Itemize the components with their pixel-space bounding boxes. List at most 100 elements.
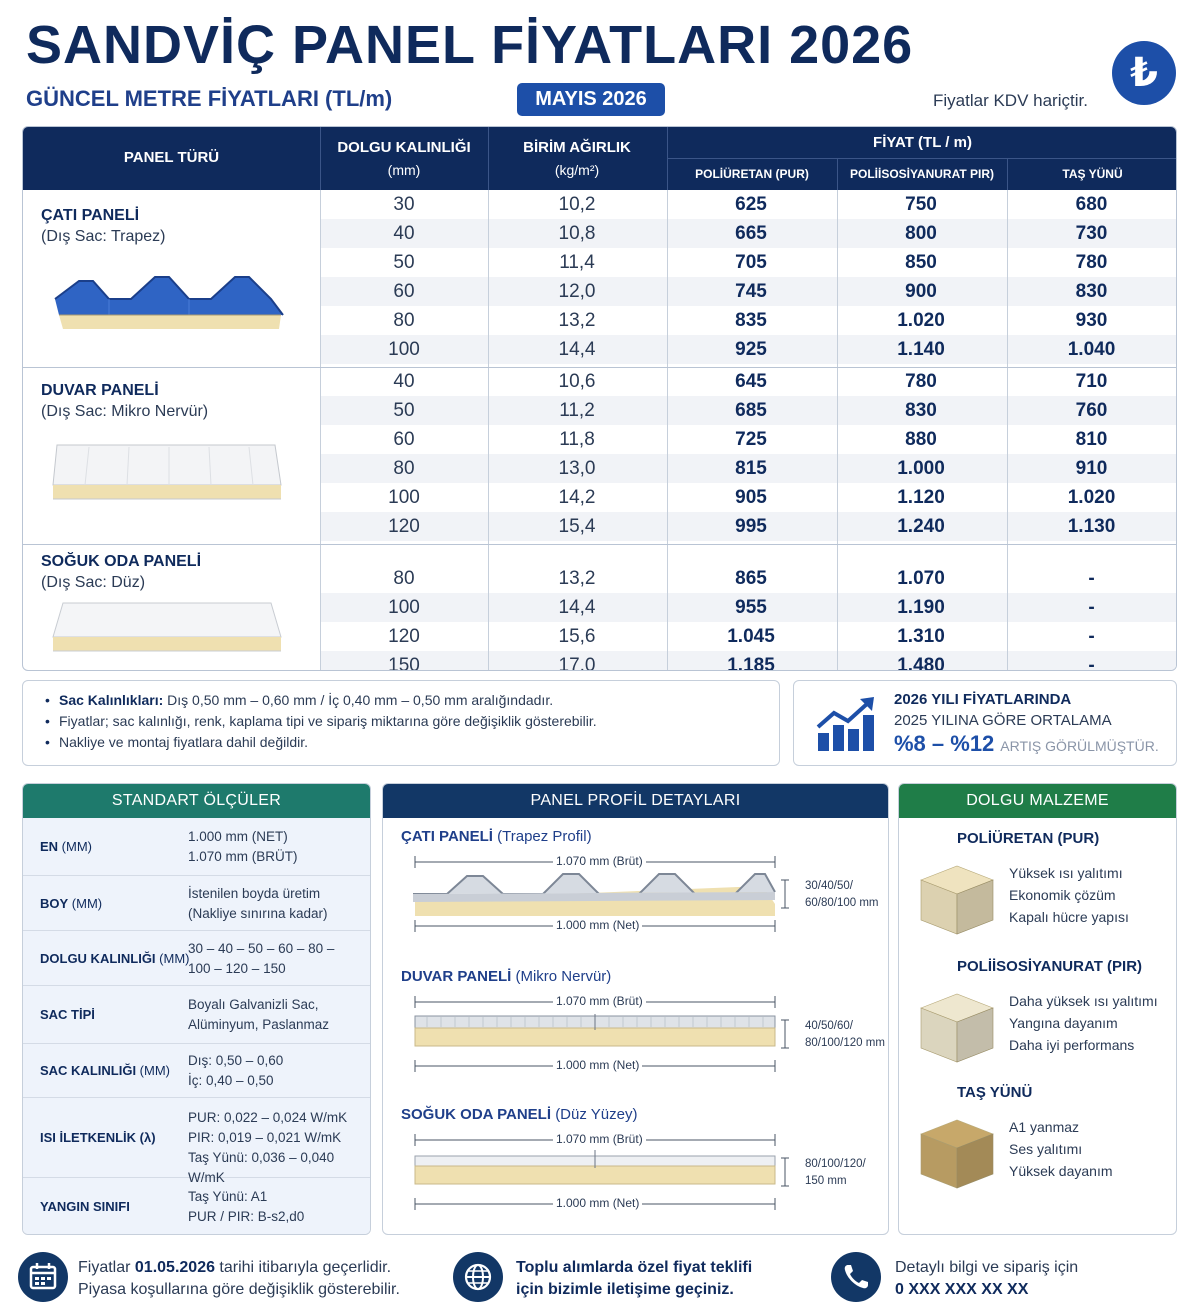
price-tas-cell: - (1088, 568, 1095, 589)
standards-box: STANDART ÖLÇÜLER EN (MM) 1.000 mm (NET) 1.… (22, 783, 371, 1235)
table-row: 100 14,2 905 1.120 1.020 (320, 483, 1176, 512)
standard-key-label: DOLGU KALINLIĞI (40, 950, 156, 966)
group-name: DUVAR PANELİ (41, 382, 159, 399)
trend-range: %8 – %12 ARTIŞ GÖRÜLMÜŞTÜR. (894, 731, 1159, 757)
standard-value: Taş Yünü: A1 PUR / PIR: B-s2,d0 (188, 1187, 304, 1227)
price-pir-cell: 900 (905, 281, 937, 302)
price-tas-cell: 830 (1075, 281, 1108, 302)
weight-cell: 12,0 (558, 281, 596, 302)
footer-text: tarihi itibarıyla geçerlidir. (214, 1259, 392, 1276)
price-tas-cell: 810 (1075, 429, 1108, 450)
price-pir-cell: 1.020 (897, 310, 945, 331)
table-row: 100 14,4 925 1.140 1.040 (320, 335, 1176, 364)
standard-key: SAC KALINLIĞI (MM) (40, 1063, 170, 1078)
materials-title: DOLGU MALZEME (899, 784, 1176, 818)
price-tas-cell: 1.040 (1067, 339, 1116, 360)
group-name: SOĞUK ODA PANELİ (41, 553, 202, 570)
standard-value-line: PIR: 0,019 – 0,021 W/mK (188, 1130, 342, 1145)
header-price: FİYAT (TL / m) (873, 134, 972, 151)
price-pur-cell: 955 (735, 597, 767, 618)
table-row: 60 12,0 745 900 830 (320, 277, 1176, 306)
price-tas-cell: 760 (1075, 400, 1108, 421)
footer-contact: Detaylı bilgi ve sipariş için 0 XXX XXX … (895, 1257, 1078, 1301)
table-row: 80 13,2 835 1.020 930 (320, 306, 1176, 335)
price-tas-cell: 730 (1075, 223, 1108, 244)
price-tas-cell: 930 (1075, 310, 1108, 331)
material-description: Yüksek ısı yalıtımı Ekonomik çözüm Kapalı … (1009, 862, 1129, 928)
month-badge: MAYIS 2026 (517, 83, 665, 116)
standard-value: 1.000 mm (NET) 1.070 mm (BRÜT) (188, 827, 298, 867)
phone-icon[interactable] (831, 1252, 881, 1302)
profile-gross-width: 1.070 mm (Brüt) (553, 854, 646, 868)
price-pir-cell: 1.240 (897, 516, 945, 537)
price-pur-cell: 925 (735, 339, 767, 360)
price-pir-cell: 1.120 (897, 487, 945, 508)
note-label: Sac Kalınlıkları: (59, 692, 164, 708)
price-pur-cell: 835 (735, 310, 767, 331)
weight-cell: 15,6 (558, 626, 596, 647)
cold-room-panel-image (52, 602, 282, 652)
profile-type: (Mikro Nervür) (515, 968, 612, 985)
weight-cell: 15,4 (558, 516, 596, 537)
standard-key-label: SAC TİPİ (40, 1007, 95, 1022)
group-label-wall: DUVAR PANELİ (Dış Sac: Mikro Nervür) (41, 380, 208, 422)
price-pur-cell: 745 (735, 281, 767, 302)
weight-cell: 10,6 (558, 371, 596, 392)
standard-value: İstenilen boyda üretim (Nakliye sınırına … (188, 884, 328, 924)
note-item: Nakliye ve montaj fiyatlara dahil değild… (45, 732, 779, 753)
calendar-icon (18, 1252, 68, 1302)
standard-value-line: Taş Yünü: A1 (188, 1189, 268, 1204)
standard-key: YANGIN SINIFI (40, 1199, 130, 1214)
standard-row: SAC KALINLIĞI (MM) Dış: 0,50 – 0,60 İç: 0,… (23, 1044, 370, 1098)
standard-row: BOY (MM) İstenilen boyda üretim (Nakliye s… (23, 876, 370, 931)
header-thickness-label: DOLGU KALINLIĞI (337, 139, 471, 156)
profile-gross-width: 1.070 mm (Brüt) (553, 1132, 646, 1146)
weight-cell: 11,2 (559, 400, 595, 421)
phone-number[interactable]: 0 XXX XXX XX XX (895, 1281, 1029, 1298)
weight-cell: 17,0 (558, 655, 596, 671)
standard-value: 30 – 40 – 50 – 60 – 80 – 100 – 120 – 150 (188, 939, 334, 979)
group-sub: (Dış Sac: Trapez) (41, 228, 166, 245)
header-thickness-unit: (mm) (387, 162, 421, 178)
price-tas-cell: 780 (1075, 252, 1108, 273)
standard-value-line: Dış: 0,50 – 0,60 (188, 1053, 284, 1068)
price-pir-cell: 850 (905, 252, 937, 273)
material-description: A1 yanmaz Ses yalıtımı Yüksek dayanım (1009, 1116, 1113, 1182)
thickness-cell: 80 (393, 310, 415, 331)
profile-thickness-line: 80/100/120/ (805, 1158, 866, 1170)
profile-thickness-line: 30/40/50/ (805, 880, 853, 892)
materials-box: DOLGU MALZEME POLİÜRETAN (PUR) Yüksek ısı… (898, 783, 1177, 1235)
standard-value-line: Alüminyum, Paslanmaz (188, 1017, 330, 1032)
profile-thickness-line: 60/80/100 mm (805, 897, 879, 909)
standard-key-unit: (MM) (155, 950, 190, 966)
standard-value: Dış: 0,50 – 0,60 İç: 0,40 – 0,50 (188, 1051, 283, 1091)
profile-gross-width: 1.070 mm (Brüt) (553, 994, 646, 1008)
material-feature: Daha yüksek ısı yalıtımı (1009, 993, 1158, 1009)
thickness-cell: 50 (393, 400, 415, 421)
price-tas-cell: - (1088, 597, 1095, 618)
material-feature: Yüksek dayanım (1009, 1163, 1113, 1179)
thickness-cell: 100 (388, 339, 420, 360)
standard-key: DOLGU KALINLIĞI (MM) (40, 951, 189, 966)
standard-value-line: İstenilen boyda üretim (188, 885, 321, 901)
profile-thickness: 80/100/120/150 mm (805, 1156, 866, 1190)
price-pir-cell: 1.140 (897, 339, 945, 360)
profile-title: DUVAR PANELİ (Mikro Nervür) (401, 968, 611, 985)
trend-line-2: 2025 YILINA GÖRE ORTALAMA (894, 712, 1112, 729)
weight-cell: 11,4 (559, 252, 595, 273)
price-tas-cell: 1.130 (1067, 516, 1116, 537)
trend-range-value: %8 – %12 (894, 731, 995, 756)
price-tas-cell: 910 (1075, 458, 1108, 479)
standard-key: BOY (MM) (40, 896, 102, 911)
price-pir-cell: 1.000 (897, 458, 945, 479)
price-pur-cell: 815 (735, 458, 767, 479)
note-item: Fiyatlar; sac kalınlığı, renk, kaplama t… (45, 711, 779, 732)
group-sub: (Dış Sac: Düz) (41, 574, 146, 591)
price-pur-cell: 625 (735, 194, 767, 215)
price-pur-cell: 665 (735, 223, 767, 244)
price-tas-cell: 680 (1075, 194, 1108, 215)
wall-panel-image (52, 444, 282, 500)
price-pur-cell: 1.045 (727, 626, 775, 647)
table-row: 120 15,4 995 1.240 1.130 (320, 512, 1176, 541)
header-tas: TAŞ YÜNÜ (1062, 167, 1123, 181)
